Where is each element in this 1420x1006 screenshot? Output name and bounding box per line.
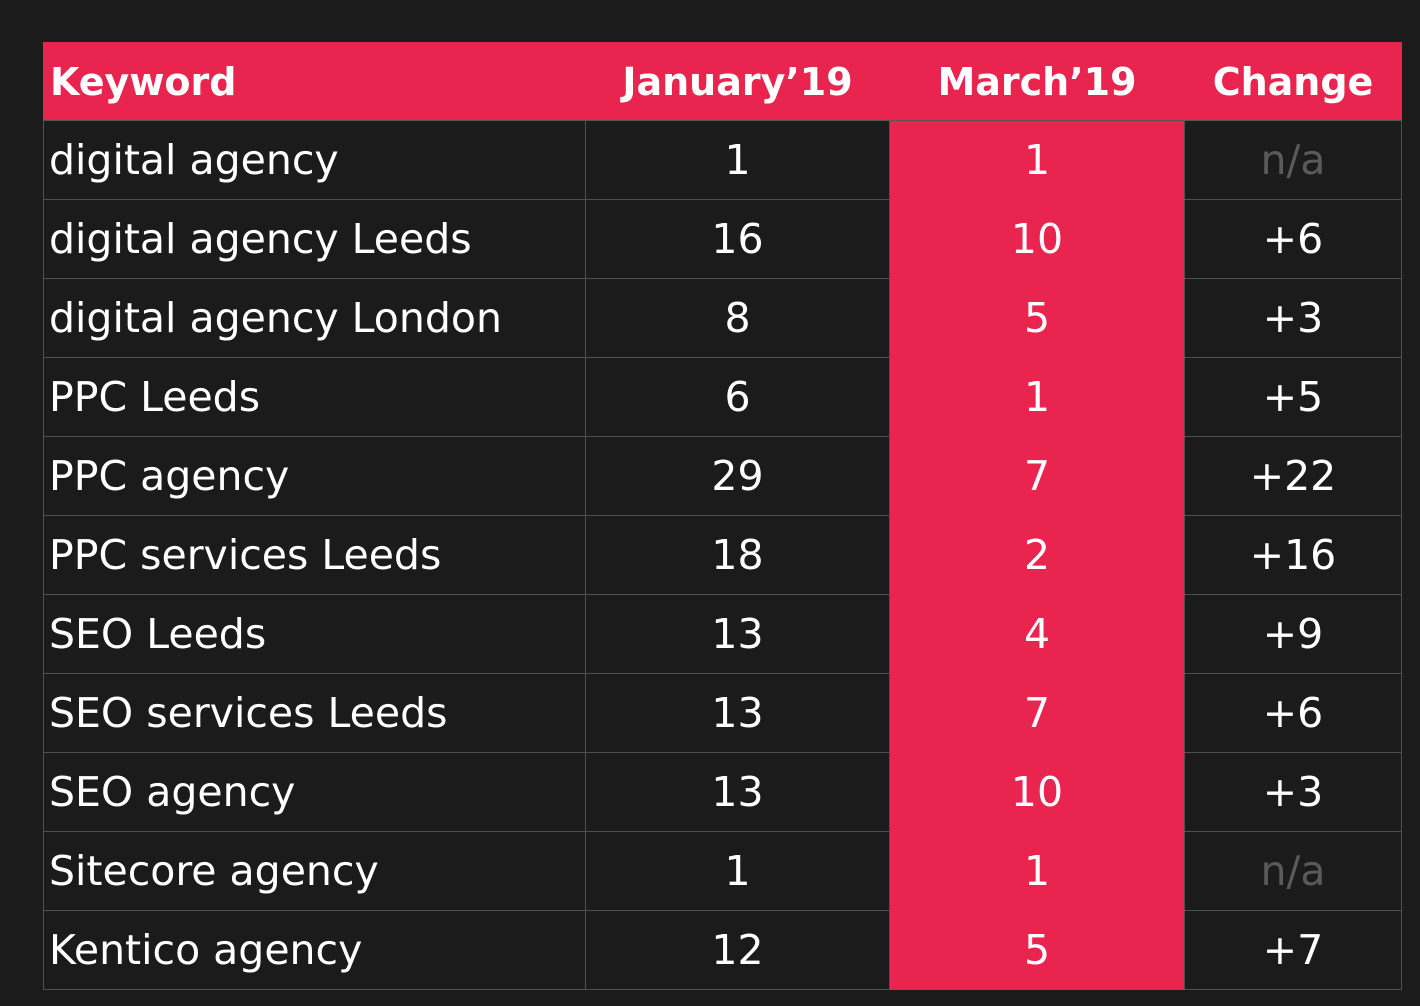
keyword-cell: PPC agency [43, 436, 586, 516]
january-rank-cell: 1 [585, 831, 890, 911]
table-row: PPC agency 29 7 +22 [43, 436, 1402, 516]
change-cell: +5 [1184, 357, 1402, 437]
march-rank-cell: 2 [889, 515, 1185, 595]
change-cell: +6 [1184, 199, 1402, 279]
march-rank-cell: 7 [889, 436, 1185, 516]
table-row: PPC services Leeds 18 2 +16 [43, 515, 1402, 595]
change-cell: +9 [1184, 594, 1402, 674]
header-january: January’19 [585, 42, 890, 121]
march-rank-cell: 10 [889, 199, 1185, 279]
march-rank-cell: 1 [889, 831, 1185, 911]
keyword-cell: PPC services Leeds [43, 515, 586, 595]
change-cell: n/a [1184, 120, 1402, 200]
table-body: digital agency 1 1 n/a digital agency Leeds 1… [43, 120, 1402, 990]
table-header-row: Keyword January’19 March’19 Change [43, 42, 1402, 121]
keyword-cell: PPC Leeds [43, 357, 586, 437]
march-rank-cell: 1 [889, 120, 1185, 200]
january-rank-cell: 6 [585, 357, 890, 437]
keyword-cell: SEO services Leeds [43, 673, 586, 753]
table-row: digital agency 1 1 n/a [43, 120, 1402, 200]
keyword-cell: digital agency [43, 120, 586, 200]
table-row: Kentico agency 12 5 +7 [43, 910, 1402, 990]
march-rank-cell: 10 [889, 752, 1185, 832]
january-rank-cell: 1 [585, 120, 890, 200]
header-change: Change [1184, 42, 1402, 121]
change-cell: +7 [1184, 910, 1402, 990]
march-rank-cell: 1 [889, 357, 1185, 437]
change-cell: +6 [1184, 673, 1402, 753]
january-rank-cell: 29 [585, 436, 890, 516]
keyword-cell: SEO Leeds [43, 594, 586, 674]
keyword-ranking-table: Keyword January’19 March’19 Change digit… [43, 42, 1402, 990]
march-rank-cell: 4 [889, 594, 1185, 674]
january-rank-cell: 12 [585, 910, 890, 990]
january-rank-cell: 13 [585, 752, 890, 832]
change-cell: +16 [1184, 515, 1402, 595]
march-rank-cell: 5 [889, 910, 1185, 990]
keyword-cell: Kentico agency [43, 910, 586, 990]
table-row: SEO agency 13 10 +3 [43, 752, 1402, 832]
table-row: digital agency London 8 5 +3 [43, 278, 1402, 358]
keyword-cell: digital agency Leeds [43, 199, 586, 279]
january-rank-cell: 16 [585, 199, 890, 279]
january-rank-cell: 13 [585, 673, 890, 753]
march-rank-cell: 7 [889, 673, 1185, 753]
keyword-cell: SEO agency [43, 752, 586, 832]
table-row: Sitecore agency 1 1 n/a [43, 831, 1402, 911]
keyword-ranking-table-container: Keyword January’19 March’19 Change digit… [43, 42, 1402, 990]
table-row: PPC Leeds 6 1 +5 [43, 357, 1402, 437]
change-cell: +22 [1184, 436, 1402, 516]
table-row: SEO services Leeds 13 7 +6 [43, 673, 1402, 753]
change-cell: +3 [1184, 278, 1402, 358]
table-row: SEO Leeds 13 4 +9 [43, 594, 1402, 674]
january-rank-cell: 13 [585, 594, 890, 674]
table-row: digital agency Leeds 16 10 +6 [43, 199, 1402, 279]
keyword-cell: Sitecore agency [43, 831, 586, 911]
header-march: March’19 [889, 42, 1185, 121]
header-keyword: Keyword [43, 42, 586, 121]
change-cell: +3 [1184, 752, 1402, 832]
keyword-cell: digital agency London [43, 278, 586, 358]
january-rank-cell: 8 [585, 278, 890, 358]
change-cell: n/a [1184, 831, 1402, 911]
january-rank-cell: 18 [585, 515, 890, 595]
march-rank-cell: 5 [889, 278, 1185, 358]
